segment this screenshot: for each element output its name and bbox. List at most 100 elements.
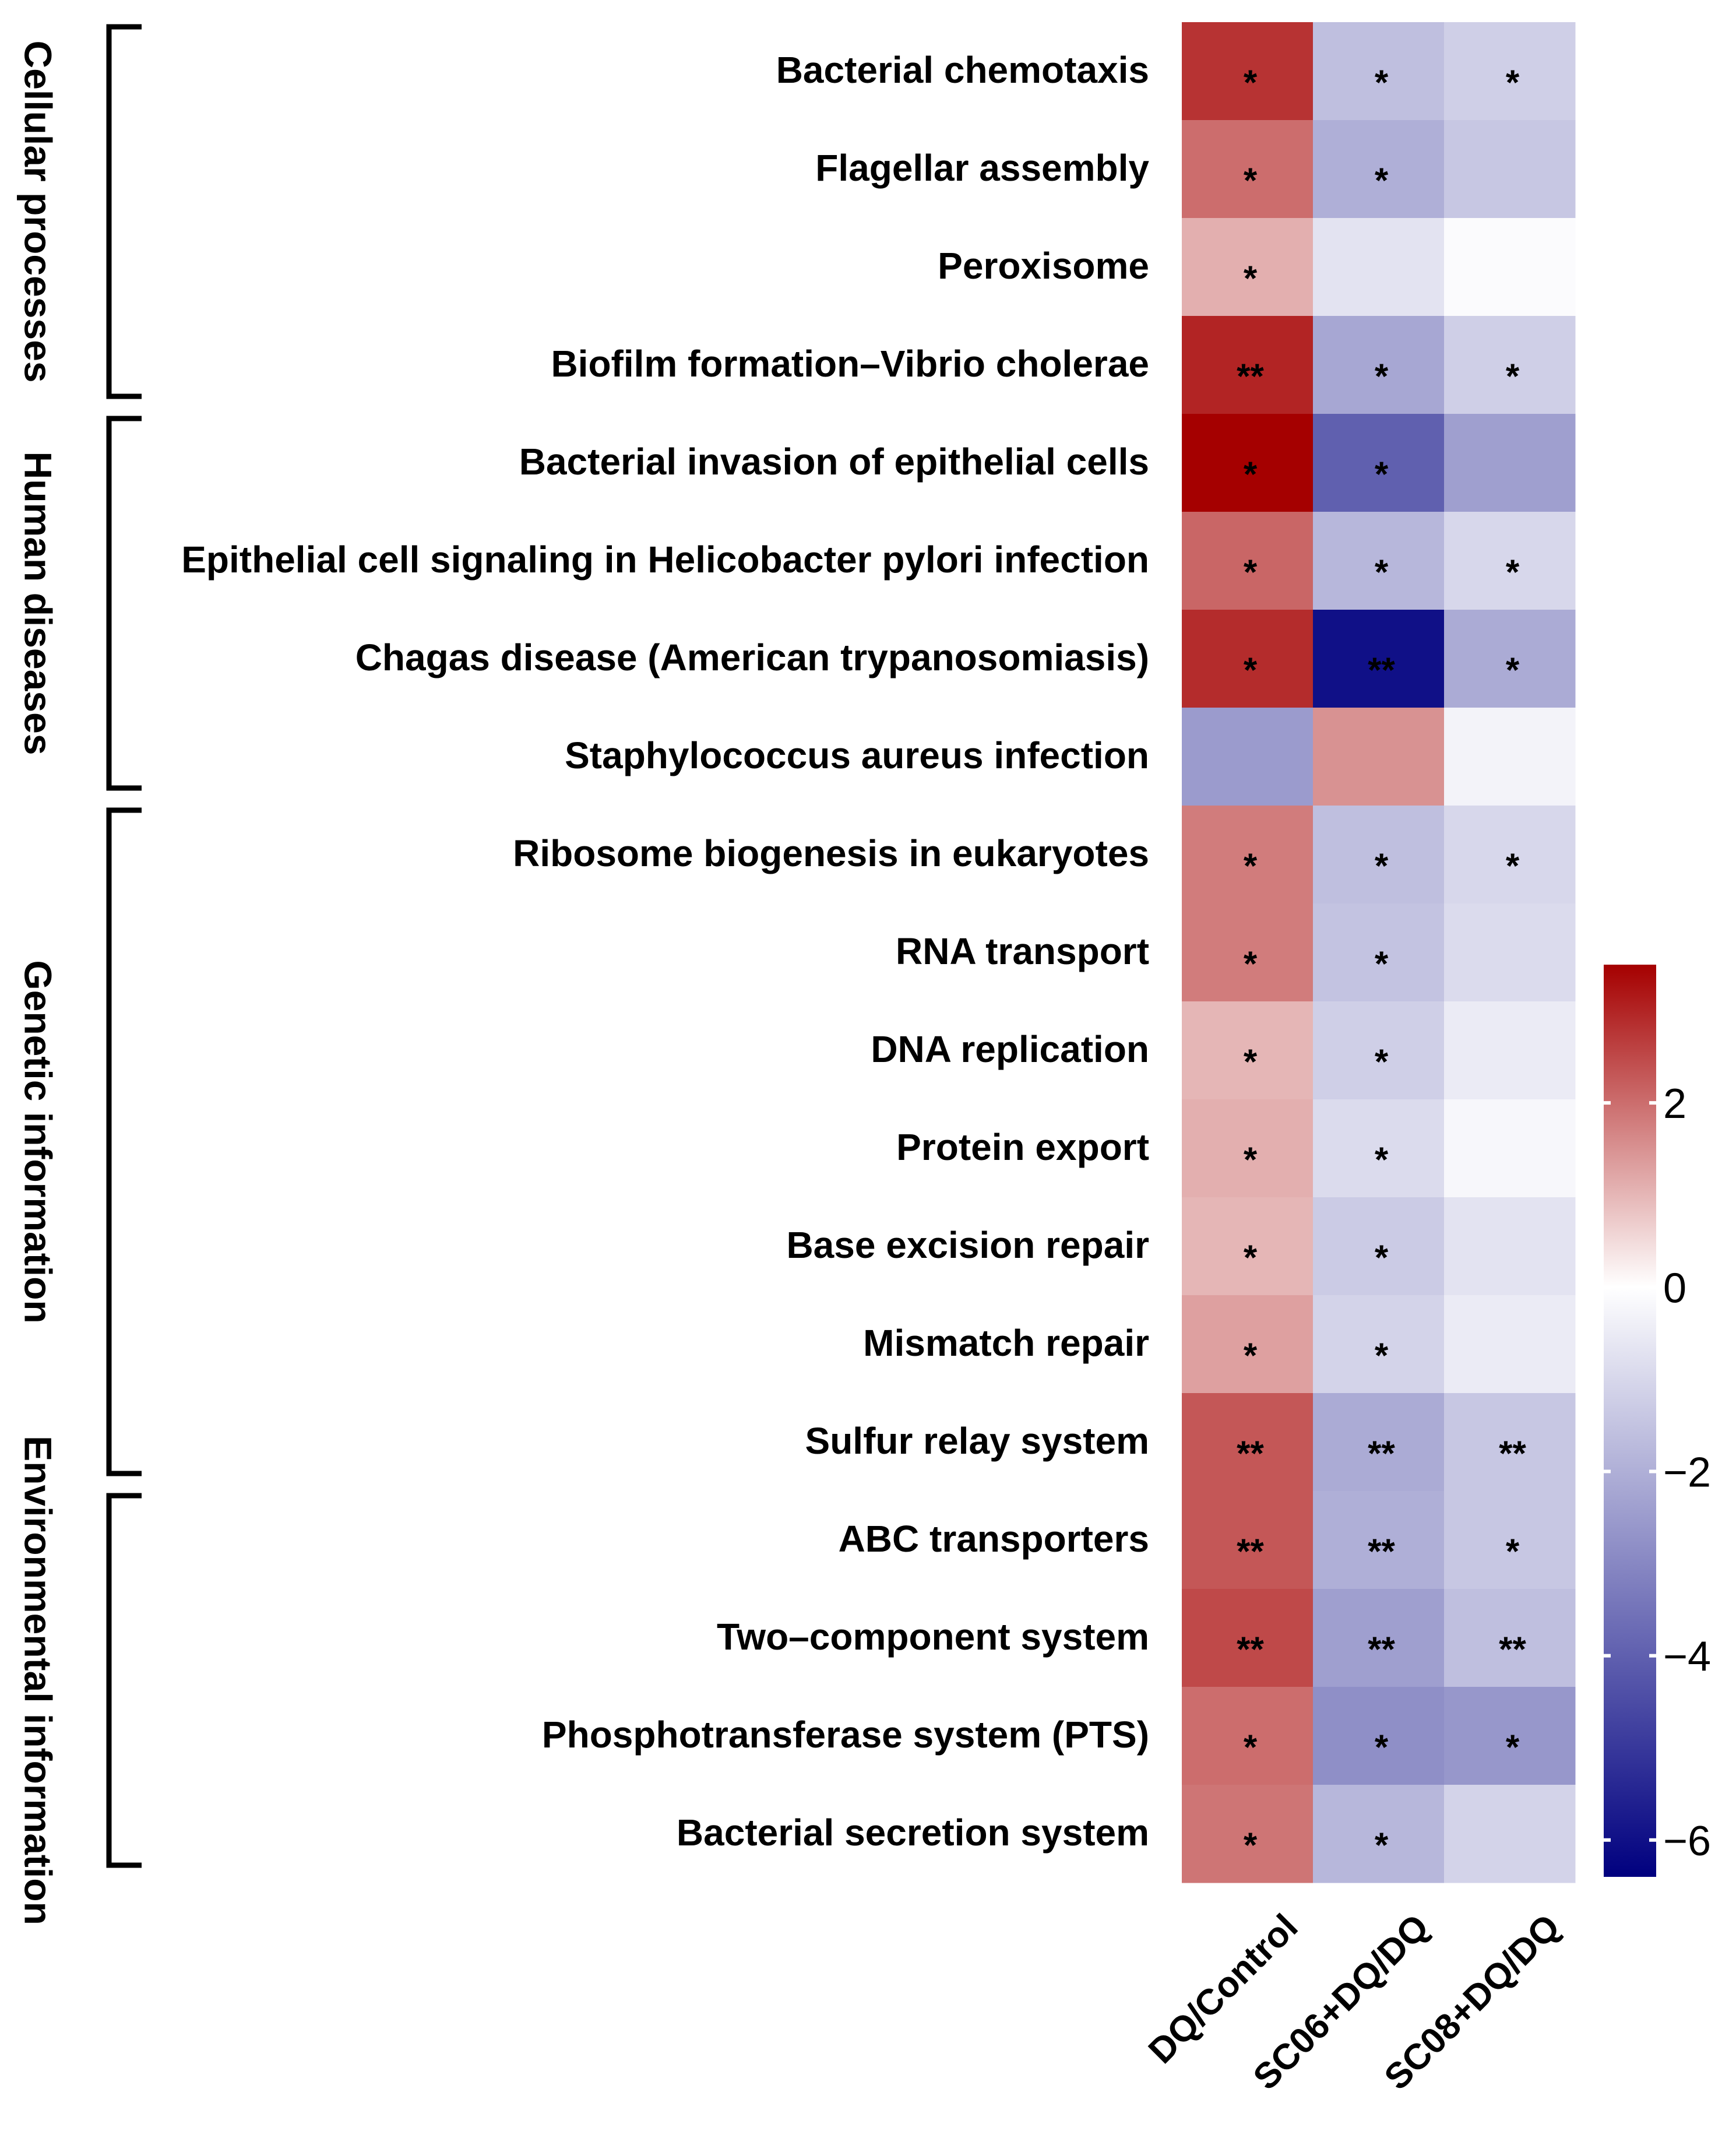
row-label: Epithelial cell signaling in Helicobacte… — [181, 539, 1149, 581]
heatmap-cell — [1182, 708, 1314, 806]
heatmap-cells — [1182, 22, 1576, 1883]
significance-mark: * — [1375, 944, 1389, 983]
heatmap-cell — [1444, 22, 1576, 121]
row-label: Two–component system — [717, 1616, 1149, 1658]
heatmap-cell — [1182, 512, 1314, 610]
significance-mark: * — [1375, 1140, 1389, 1179]
heatmap-cell — [1182, 1001, 1314, 1100]
heatmap-cell — [1313, 1589, 1445, 1687]
heatmap-cell — [1444, 708, 1576, 806]
significance-mark: * — [1244, 1042, 1258, 1081]
colorbar-tick-label: 0 — [1663, 1265, 1686, 1311]
group-label: Environmental information — [17, 1436, 60, 1925]
heatmap-cell — [1182, 316, 1314, 414]
significance-mark: * — [1244, 63, 1258, 102]
significance-mark: * — [1244, 846, 1258, 885]
heatmap-cell — [1182, 218, 1314, 317]
row-label: DNA replication — [871, 1028, 1149, 1070]
row-label: Sulfur relay system — [805, 1420, 1150, 1462]
heatmap-cell — [1313, 1295, 1445, 1394]
heatmap-cell — [1313, 1393, 1445, 1492]
significance-mark: * — [1506, 357, 1520, 396]
significance-mark: * — [1506, 846, 1520, 885]
heatmap-cell — [1313, 1001, 1445, 1100]
row-label: Biofilm formation–Vibrio cholerae — [551, 343, 1149, 385]
heatmap-cell — [1444, 512, 1576, 610]
heatmap-cell — [1444, 120, 1576, 219]
row-label: Flagellar assembly — [815, 147, 1149, 189]
heatmap-cell — [1182, 1393, 1314, 1492]
heatmap-cell — [1182, 1197, 1314, 1296]
heatmap-cell — [1444, 218, 1576, 317]
heatmap-cell — [1444, 1295, 1576, 1394]
significance-mark: * — [1506, 553, 1520, 592]
row-label: Mismatch repair — [863, 1322, 1149, 1364]
heatmap-cell — [1182, 806, 1314, 904]
heatmap-cell — [1444, 1491, 1576, 1590]
group-bracket — [106, 1493, 142, 1868]
row-label: Bacterial secretion system — [677, 1812, 1149, 1854]
significance-mark: * — [1244, 1826, 1258, 1865]
heatmap-cell — [1313, 218, 1445, 317]
heatmap-cell — [1313, 316, 1445, 414]
significance-mark: * — [1375, 455, 1389, 494]
heatmap-cell — [1444, 1785, 1576, 1883]
heatmap-cell — [1444, 610, 1576, 708]
group-bracket — [106, 24, 142, 399]
heatmap-cell — [1313, 1099, 1445, 1198]
group-bracket — [106, 416, 142, 791]
significance-mark: * — [1375, 1826, 1389, 1865]
significance-mark: ** — [1368, 650, 1395, 690]
heatmap-cell — [1182, 903, 1314, 1002]
heatmap-cell — [1182, 120, 1314, 219]
significance-mark: * — [1244, 553, 1258, 592]
significance-mark: * — [1506, 1532, 1520, 1571]
significance-mark: * — [1244, 1140, 1258, 1179]
heatmap-cell — [1444, 1197, 1576, 1296]
significance-mark: * — [1506, 63, 1520, 102]
significance-mark: * — [1244, 1238, 1258, 1277]
row-label: Phosphotransferase system (PTS) — [542, 1714, 1149, 1756]
heatmap-cell — [1444, 806, 1576, 904]
heatmap-cell — [1313, 120, 1445, 219]
colorbar-tick-label: 2 — [1663, 1081, 1686, 1127]
significance-mark: * — [1506, 650, 1520, 690]
heatmap-cell — [1313, 903, 1445, 1002]
heatmap-cell — [1313, 1197, 1445, 1296]
group-label: Genetic information — [17, 960, 60, 1323]
heatmap-cell — [1182, 22, 1314, 121]
significance-mark: ** — [1368, 1532, 1395, 1571]
significance-marks: * * ** **** * ** ** * ** ** ** * ** ** ** ** ** *** ** ****… — [1237, 63, 1526, 1865]
row-label: Bacterial invasion of epithelial cells — [519, 441, 1149, 483]
heatmap-cell — [1313, 1491, 1445, 1590]
row-label: Chagas disease (American trypanosomiasis… — [355, 637, 1149, 678]
significance-mark: * — [1375, 1728, 1389, 1767]
heatmap-cell — [1444, 316, 1576, 414]
significance-mark: * — [1244, 455, 1258, 494]
heatmap-cell — [1182, 1589, 1314, 1687]
heatmap-cell — [1182, 414, 1314, 512]
group-label: Cellular processes — [17, 41, 60, 383]
significance-mark: * — [1244, 650, 1258, 690]
row-label: Bacterial chemotaxis — [776, 49, 1149, 91]
significance-mark: * — [1244, 944, 1258, 983]
significance-mark: ** — [1237, 357, 1264, 396]
colorbar-tick-label: −4 — [1663, 1634, 1711, 1680]
significance-mark: ** — [1368, 1434, 1395, 1473]
heatmap-cell — [1313, 1785, 1445, 1883]
heatmap-cell — [1313, 414, 1445, 512]
colorbar-tick-label: −6 — [1663, 1818, 1711, 1865]
significance-mark: ** — [1237, 1434, 1264, 1473]
heatmap-cell — [1313, 806, 1445, 904]
row-label: ABC transporters — [839, 1518, 1149, 1560]
heatmap-cell — [1313, 610, 1445, 708]
significance-mark: ** — [1499, 1630, 1526, 1669]
heatmap-cell — [1313, 708, 1445, 806]
colorbar-tick-label: −2 — [1663, 1449, 1711, 1496]
significance-mark: * — [1375, 846, 1389, 885]
row-label: Protein export — [896, 1126, 1149, 1168]
heatmap-cell — [1444, 1099, 1576, 1198]
heatmap-cell — [1444, 903, 1576, 1002]
